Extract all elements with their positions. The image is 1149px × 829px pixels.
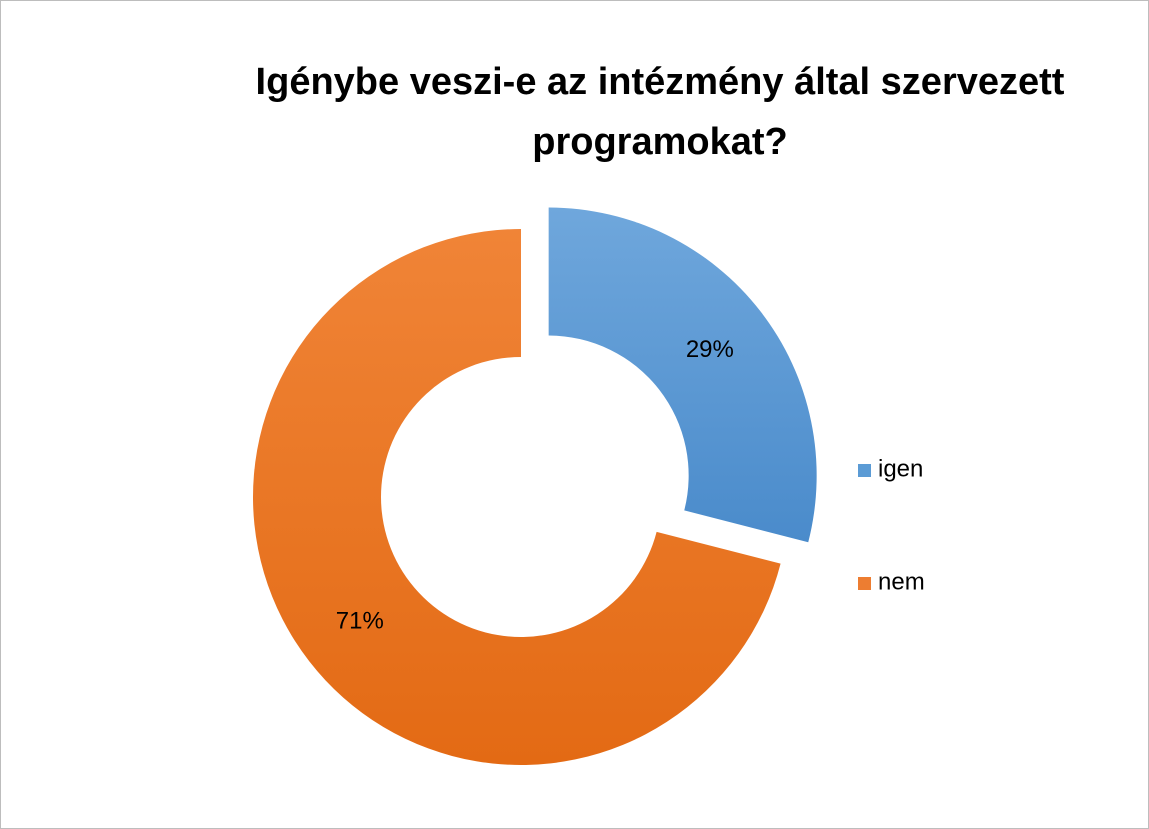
legend-label: nem <box>878 568 925 595</box>
chart-title: Igénybe veszi-e az intézmény által szerv… <box>255 61 1065 163</box>
legend-swatch <box>858 577 871 590</box>
donut-slice <box>252 229 781 765</box>
donut-slice <box>548 207 817 543</box>
data-label: 29% <box>686 336 734 363</box>
data-label: 71% <box>336 607 384 634</box>
legend-swatch <box>858 464 871 477</box>
legend-label: igen <box>878 455 923 482</box>
